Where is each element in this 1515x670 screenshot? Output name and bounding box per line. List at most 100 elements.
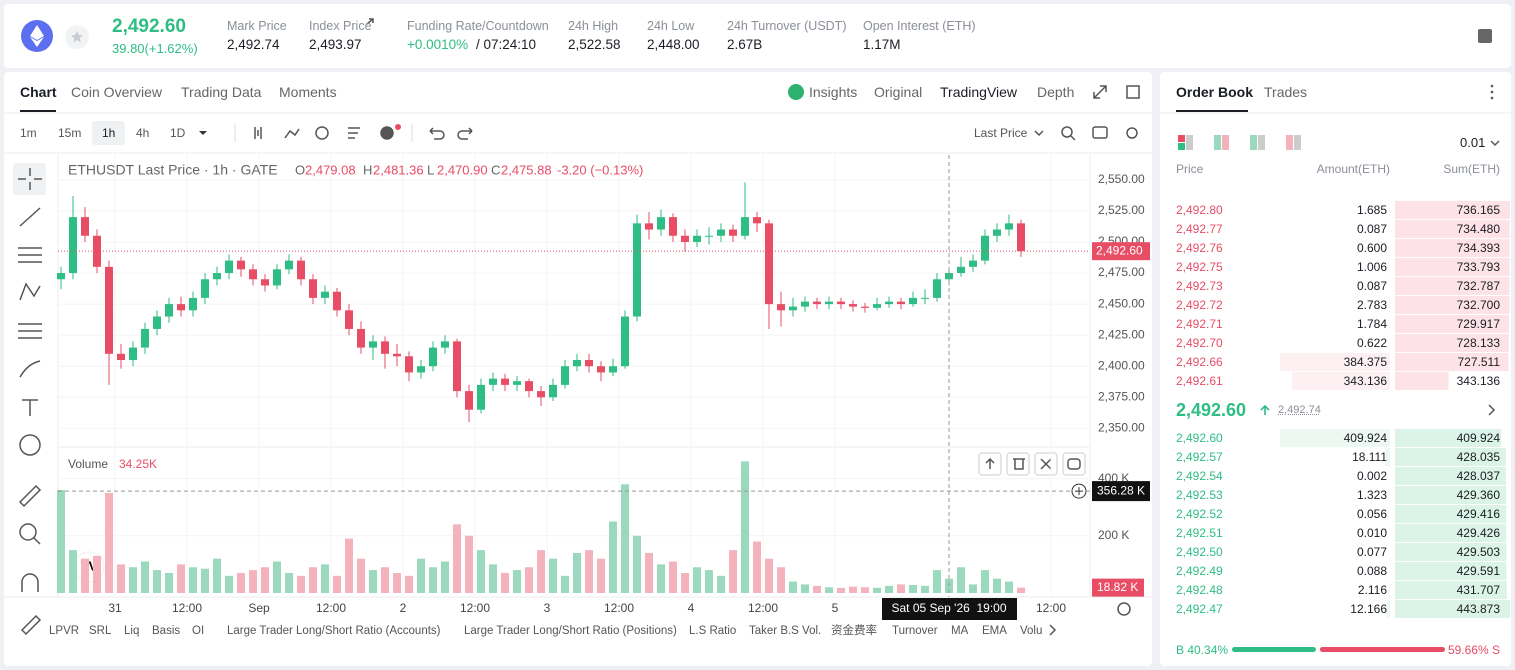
book-price[interactable]: 2,492.61 <box>1176 374 1223 388</box>
precision-caret[interactable] <box>1490 140 1500 147</box>
book-price[interactable]: 2,492.57 <box>1176 450 1223 464</box>
tab[interactable]: Chart <box>20 84 57 100</box>
volume-bar <box>165 572 173 593</box>
book-price[interactable]: 2,492.49 <box>1176 564 1223 578</box>
price-type[interactable]: Last Price <box>974 126 1028 140</box>
candle-body <box>321 291 329 298</box>
volume-bar <box>57 490 65 593</box>
volume-bar <box>501 572 509 593</box>
menu-dot[interactable] <box>1490 84 1494 88</box>
indicator-tab[interactable]: Large Trader Long/Short Ratio (Accounts) <box>227 625 441 637</box>
candle-body <box>129 347 137 361</box>
indicator-tab[interactable]: Taker B.S Vol. <box>749 625 822 637</box>
interval[interactable]: 1D <box>170 126 186 140</box>
book-price[interactable]: 2,492.66 <box>1176 355 1223 369</box>
candle-body <box>477 384 485 410</box>
book-tab[interactable]: Trades <box>1264 84 1308 100</box>
volume-bar <box>825 587 833 593</box>
more-arrow[interactable] <box>1488 404 1496 416</box>
indicator-tab[interactable]: EMA <box>982 625 1007 637</box>
stat-extra: / 07:24:10 <box>476 37 537 52</box>
volume-bar <box>669 561 677 593</box>
interval[interactable]: 1m <box>20 126 37 140</box>
expand-icon[interactable] <box>1093 85 1107 99</box>
crosshair-value-box <box>1092 481 1150 502</box>
indicator-tab[interactable]: 资金费率 <box>831 625 877 637</box>
book-price[interactable]: 2,492.50 <box>1176 545 1223 559</box>
indicator-tab[interactable]: Turnover <box>892 625 938 637</box>
book-price[interactable]: 2,492.80 <box>1176 203 1223 217</box>
view-tab[interactable]: Depth <box>1037 84 1075 100</box>
view-tab[interactable]: Original <box>874 84 923 100</box>
volume-bar <box>525 567 533 593</box>
legend-value: 2,470.90 <box>437 162 488 177</box>
buy-ratio-bar <box>1232 647 1316 652</box>
book-amount: 12.166 <box>1350 602 1387 616</box>
indicator-tab[interactable]: SRL <box>89 625 112 637</box>
tab[interactable]: Moments <box>279 84 337 100</box>
volume-title: Volume <box>68 457 108 471</box>
interval[interactable]: 1h <box>102 126 116 140</box>
book-price[interactable]: 2,492.53 <box>1176 488 1223 502</box>
candle-body <box>669 217 677 236</box>
indicator-tab[interactable]: MA <box>951 625 969 637</box>
indicator-tab[interactable]: Liq <box>124 625 140 637</box>
x-tick-label: 12:00 <box>604 601 634 615</box>
drawing-tools[interactable] <box>18 168 42 636</box>
volume-bar <box>189 567 197 593</box>
scroll-right[interactable] <box>1049 624 1057 636</box>
book-price[interactable]: 2,492.48 <box>1176 583 1223 597</box>
book-price[interactable]: 2,492.75 <box>1176 260 1223 274</box>
book-price[interactable]: 2,492.51 <box>1176 526 1223 540</box>
book-price[interactable]: 2,492.76 <box>1176 241 1223 255</box>
dropdown-caret[interactable] <box>199 131 207 135</box>
candle-body <box>873 304 881 308</box>
sum-depth-bar <box>1395 429 1502 447</box>
volume-bar <box>117 564 125 593</box>
book-sum: 729.917 <box>1456 317 1500 331</box>
interval[interactable]: 4h <box>136 126 150 140</box>
indicator-tab[interactable]: Large Trader Long/Short Ratio (Positions… <box>464 625 677 637</box>
book-icon[interactable] <box>1478 29 1492 43</box>
book-price[interactable]: 2,492.77 <box>1176 222 1223 236</box>
book-price[interactable]: 2,492.70 <box>1176 336 1223 350</box>
book-amount: 18.111 <box>1352 450 1387 464</box>
indicator-tab[interactable]: Volu <box>1020 625 1043 637</box>
pane-controls[interactable] <box>978 452 1086 476</box>
book-price[interactable]: 2,492.52 <box>1176 507 1223 521</box>
layout-icon[interactable] <box>1126 85 1140 99</box>
book-price[interactable]: 2,492.71 <box>1176 317 1223 331</box>
interval[interactable]: 15m <box>58 126 82 140</box>
x-tick-label: 12:00 <box>460 601 490 615</box>
candle-body <box>345 310 353 329</box>
candle-body <box>705 235 713 237</box>
view-tab[interactable]: TradingView <box>940 84 1018 100</box>
tab[interactable]: Trading Data <box>181 84 262 100</box>
x-tick-label: 5 <box>832 601 839 615</box>
indicator-tab[interactable]: Basis <box>152 625 181 637</box>
amount-depth-bar <box>1389 581 1390 599</box>
indicator-tab[interactable]: OI <box>192 625 205 637</box>
book-price[interactable]: 2,492.72 <box>1176 298 1223 312</box>
stat-label: 24h Turnover (USDT) <box>727 19 847 33</box>
book-sum: 428.035 <box>1456 450 1500 464</box>
book-price[interactable]: 2,492.47 <box>1176 602 1223 616</box>
settings-icon[interactable] <box>1117 602 1131 616</box>
price-type-caret[interactable] <box>1034 130 1044 137</box>
indicator-tab[interactable]: LPVR <box>49 625 80 637</box>
stat-value: 2,448.00 <box>647 37 700 52</box>
volume-bar <box>465 535 473 593</box>
x-tick-label: 4 <box>688 601 695 615</box>
book-view-icons[interactable] <box>1178 135 1301 150</box>
tab[interactable]: Coin Overview <box>71 84 163 100</box>
book-tab[interactable]: Order Book <box>1176 84 1254 100</box>
indicator-tab[interactable]: L.S Ratio <box>689 625 737 637</box>
precision[interactable]: 0.01 <box>1460 135 1486 150</box>
sum-depth-bar <box>1395 201 1510 219</box>
amount-depth-bar <box>1280 429 1390 447</box>
book-price[interactable]: 2,492.54 <box>1176 469 1223 483</box>
volume-bar <box>261 567 269 593</box>
view-tab[interactable]: Insights <box>809 84 858 100</box>
book-price[interactable]: 2,492.73 <box>1176 279 1223 293</box>
book-price[interactable]: 2,492.60 <box>1176 431 1223 445</box>
